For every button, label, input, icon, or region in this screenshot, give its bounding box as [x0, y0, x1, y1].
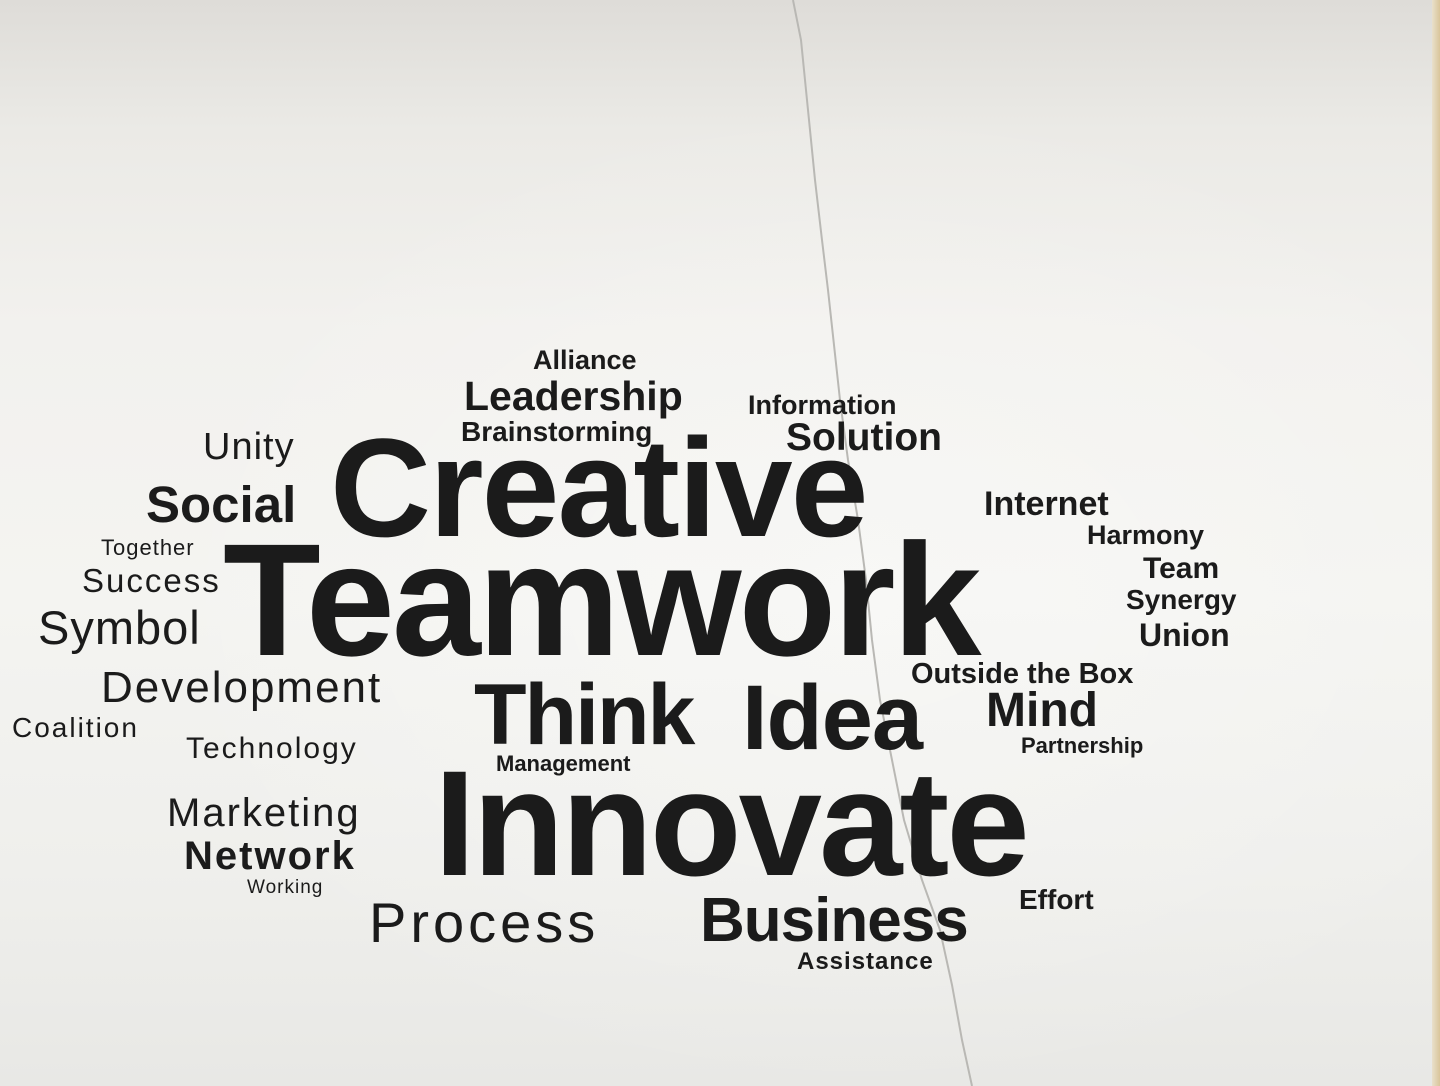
- word-management: Management: [496, 751, 631, 776]
- word-internet: Internet: [984, 485, 1109, 523]
- word-information: Information: [748, 390, 897, 420]
- word-leadership: Leadership: [464, 373, 683, 419]
- word-business: Business: [700, 886, 969, 955]
- frame-edge: [1432, 0, 1440, 1086]
- word-assistance: Assistance: [797, 948, 934, 975]
- word-unity: Unity: [203, 426, 295, 468]
- word-team: Team: [1143, 552, 1220, 585]
- word-solution: Solution: [786, 416, 942, 459]
- word-coalition: Coalition: [12, 712, 139, 743]
- word-working: Working: [247, 877, 324, 898]
- word-network: Network: [184, 834, 356, 878]
- word-harmony: Harmony: [1087, 520, 1205, 550]
- word-success: Success: [82, 562, 221, 599]
- word-effort: Effort: [1019, 884, 1094, 915]
- word-idea: Idea: [742, 667, 923, 769]
- word-brainstorming: Brainstorming: [461, 416, 653, 447]
- word-technology: Technology: [186, 732, 358, 765]
- word-mind: Mind: [986, 684, 1098, 737]
- word-innovate: Innovate: [434, 739, 1030, 907]
- word-development: Development: [101, 663, 383, 712]
- word-synergy: Synergy: [1126, 584, 1237, 615]
- word-alliance: Alliance: [533, 345, 637, 375]
- word-think: Think: [474, 667, 695, 763]
- word-partnership: Partnership: [1021, 733, 1144, 758]
- word-teamwork: Teamwork: [223, 510, 982, 689]
- word-symbol: Symbol: [38, 601, 201, 654]
- word-social: Social: [146, 476, 297, 533]
- word-process: Process: [369, 891, 600, 954]
- word-union: Union: [1139, 617, 1230, 653]
- word-marketing: Marketing: [167, 791, 361, 835]
- word-outside-the-box: Outside the Box: [911, 658, 1134, 690]
- word-creative: Creative: [330, 409, 869, 566]
- word-together: Together: [101, 535, 195, 560]
